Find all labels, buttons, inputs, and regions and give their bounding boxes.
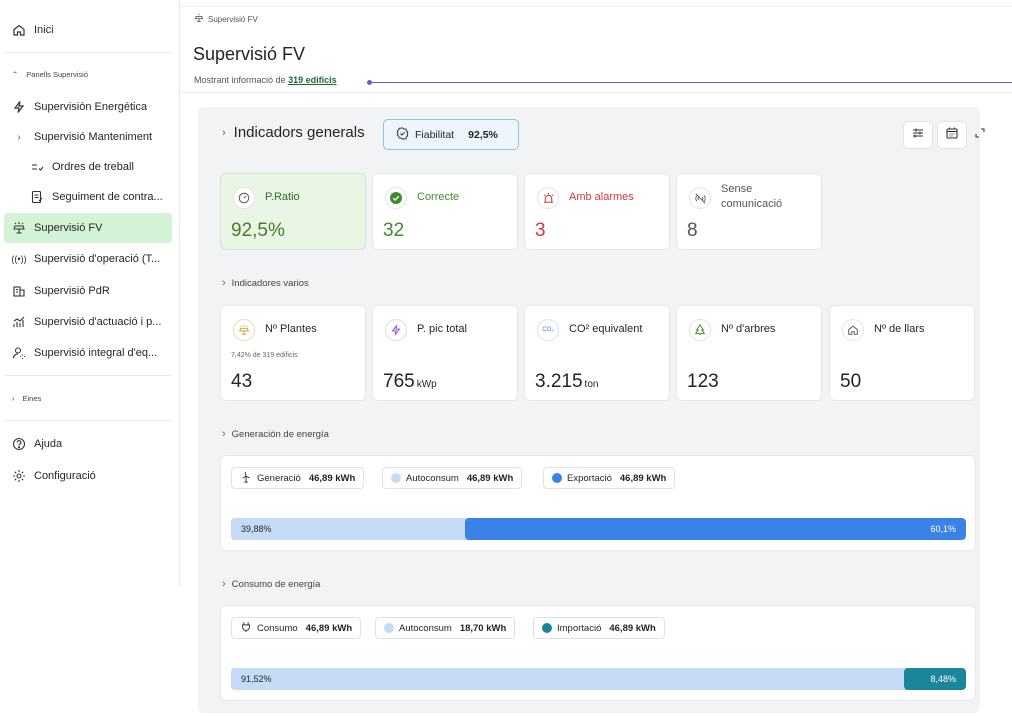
tree-icon xyxy=(689,319,711,341)
chip-autoconsum: Autoconsum 46,89 kWh xyxy=(382,467,523,489)
chevron-right-icon: › xyxy=(222,277,226,289)
chevron-right-icon: › xyxy=(12,394,15,403)
gauge-icon xyxy=(233,187,255,209)
reliability-badge: Fiabilitat 92,5% xyxy=(383,119,519,150)
section-generation[interactable]: › Generación de energía xyxy=(222,428,329,440)
chip-importacio: Importació 46,89 kWh xyxy=(533,617,665,639)
plug-icon xyxy=(240,621,252,636)
buildings-link[interactable]: 319 edificis xyxy=(288,75,337,85)
top-divider xyxy=(180,6,1012,7)
sliders-icon xyxy=(911,126,925,145)
sidebar-item-pdr[interactable]: Supervisió PdR xyxy=(4,276,172,306)
subtitle-accent-line xyxy=(370,82,1012,83)
calendar-button[interactable] xyxy=(937,121,967,149)
card-co2: CO₂ CO² equivalent 3.215 ton xyxy=(524,305,670,401)
contract-icon xyxy=(28,188,46,206)
sidebar-item-operacio[interactable]: ((•)) Supervisió d'operació (T... xyxy=(4,244,172,274)
sidebar-divider xyxy=(4,375,172,376)
sidebar-divider xyxy=(4,420,172,421)
card-arbres: Nº d'arbres 123 xyxy=(676,305,822,401)
legend-dot xyxy=(542,623,552,633)
alarm-icon xyxy=(537,187,559,209)
card-plantes: Nº Plantes 7,42% de 319 edificis 43 xyxy=(220,305,366,401)
filter-button[interactable] xyxy=(903,121,933,149)
legend-dot xyxy=(391,473,401,483)
solar-panel-icon xyxy=(10,219,28,237)
no-signal-icon xyxy=(689,187,711,209)
check-circle-icon xyxy=(385,187,407,209)
page-subtitle: Mostrant informació de 319 edificis xyxy=(194,75,337,85)
sidebar-item-actuacio[interactable]: Supervisió d'actuació i p... xyxy=(4,307,172,337)
sidebar-section-tools[interactable]: › Eines xyxy=(12,394,42,403)
consumption-box: Consumo 46,89 kWh Autoconsum 18,70 kWh I… xyxy=(220,605,976,701)
sidebar-item-seguiment[interactable]: Seguiment de contra... xyxy=(4,182,172,212)
consumption-bar-autoconsum: 91,52% xyxy=(231,668,904,690)
card-llars: Nº de llars 50 xyxy=(829,305,975,401)
card-pic-total: P. pic total 765 kWp xyxy=(372,305,518,401)
sidebar-divider xyxy=(4,52,172,53)
subtitle-accent-dot xyxy=(367,79,372,85)
chevron-up-icon: ⌃ xyxy=(12,70,19,79)
card-correcte: Correcte 32 xyxy=(372,173,518,250)
generation-bar-exportacio: 60,1% xyxy=(465,518,966,540)
consumption-bar: 91,52% 8,48% xyxy=(231,668,966,690)
sidebar-item-supervisio-fv[interactable]: Supervisió FV xyxy=(4,213,172,243)
card-alarmes: Amb alarmes 3 xyxy=(524,173,670,250)
chevron-right-icon: › xyxy=(17,131,21,143)
chevron-right-icon: › xyxy=(222,578,226,590)
bolt-icon xyxy=(10,98,28,116)
breadcrumb[interactable]: Supervisió FV xyxy=(194,13,258,25)
bolt-icon xyxy=(385,319,407,341)
page-title: Supervisió FV xyxy=(193,44,306,64)
checklist-icon xyxy=(28,158,46,176)
antenna-icon: ((•)) xyxy=(11,254,27,264)
consumption-bar-importacio: 8,48% xyxy=(904,668,966,690)
chevron-right-icon: › xyxy=(222,126,226,139)
generation-bar-autoconsum: 39,88% xyxy=(231,518,465,540)
calendar-icon xyxy=(945,126,959,145)
chip-generacio: Generació 46,89 kWh xyxy=(231,467,365,489)
card-sense-comunicacio: Sense comunicació 8 xyxy=(676,173,822,250)
chip-consumo: Consumo 46,89 kWh xyxy=(231,617,362,639)
chip-exportacio: Exportació 46,89 kWh xyxy=(543,467,676,489)
sidebar-item-home[interactable]: Inici xyxy=(4,15,172,45)
header-divider xyxy=(180,92,1012,93)
house-icon xyxy=(842,319,864,341)
sidebar-item-config[interactable]: Configuració xyxy=(4,461,172,491)
sidebar: Inici ⌃ Panells Supervisió Supervisión E… xyxy=(0,0,180,586)
sidebar-item-help[interactable]: Ajuda xyxy=(4,429,172,459)
solar-plant-icon xyxy=(233,319,255,341)
sidebar-item-supervision-energetica[interactable]: Supervisión Energética xyxy=(4,92,172,122)
section-consumption[interactable]: › Consumo de energía xyxy=(222,578,321,590)
co2-icon: CO₂ xyxy=(537,319,559,341)
indicators-title[interactable]: › Indicadors generals xyxy=(222,124,365,141)
section-varios[interactable]: › Indicadores varios xyxy=(222,277,309,289)
generation-bar: 39,88% 60,1% xyxy=(231,518,966,540)
sidebar-item-ordres[interactable]: Ordres de treball xyxy=(4,152,172,182)
gear-icon xyxy=(10,467,28,485)
sidebar-section-panels[interactable]: ⌃ Panells Supervisió xyxy=(12,70,88,79)
generation-box: Generació 46,89 kWh Autoconsum 46,89 kWh… xyxy=(220,455,976,551)
chip-autoconsum: Autoconsum 18,70 kWh xyxy=(375,617,516,639)
legend-dot xyxy=(552,473,562,483)
chevron-right-icon: › xyxy=(222,428,226,440)
sidebar-item-manteniment[interactable]: › Supervisió Manteniment xyxy=(4,122,172,152)
building-icon xyxy=(10,282,28,300)
expand-button[interactable] xyxy=(972,126,988,142)
wind-turbine-icon xyxy=(240,471,252,486)
solar-panel-icon xyxy=(194,13,204,25)
chart-line-icon xyxy=(10,313,28,331)
sidebar-item-integral[interactable]: Supervisió integral d'eq... xyxy=(4,338,172,368)
home-icon xyxy=(10,21,28,39)
verified-icon xyxy=(396,126,409,143)
help-icon xyxy=(10,435,28,453)
legend-dot xyxy=(384,623,394,633)
card-pratio: P.Ratio 92,5% xyxy=(220,173,366,250)
expand-icon xyxy=(975,125,985,143)
user-gear-icon xyxy=(10,344,28,362)
